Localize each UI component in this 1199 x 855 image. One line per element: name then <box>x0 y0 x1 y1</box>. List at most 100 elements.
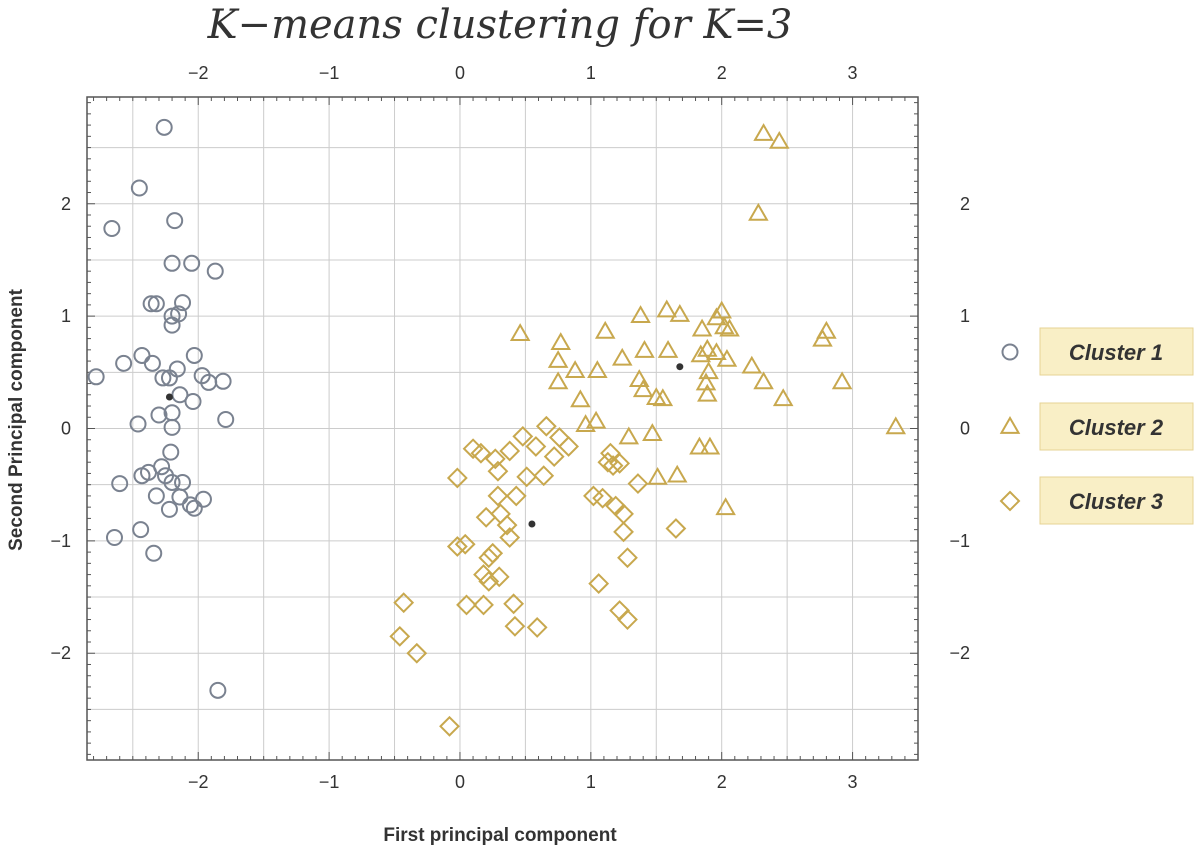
cluster-1-point <box>160 369 178 387</box>
cluster-3-point <box>512 425 534 447</box>
cluster-1-point <box>105 529 123 547</box>
cluster-2-point <box>716 348 738 367</box>
cluster-1-point <box>147 295 165 313</box>
cluster-1-point <box>154 369 172 387</box>
x-tick-label-top: 3 <box>848 63 858 83</box>
cluster-2-point <box>550 332 572 350</box>
cluster-3-point <box>549 427 570 448</box>
cluster-1-point <box>163 316 181 334</box>
x-tick-label-top: 1 <box>586 63 596 83</box>
cluster-3-point <box>406 642 428 664</box>
cluster-3-point <box>588 573 610 594</box>
cluster-3-point <box>583 485 604 507</box>
cluster-3-point <box>499 440 521 462</box>
cluster-3-point <box>526 616 548 638</box>
legend-marker-cluster-3 <box>999 490 1021 512</box>
cluster-3-point <box>617 547 638 569</box>
cluster-1-point <box>160 500 178 518</box>
cluster-3-point <box>609 452 631 474</box>
legend-label-box <box>1039 402 1194 451</box>
x-tick-label-top: 2 <box>717 63 727 83</box>
x-tick-label-bottom: 2 <box>717 772 727 792</box>
y-tick-label-right: 0 <box>960 419 970 439</box>
cluster-1-point <box>150 406 168 424</box>
cluster-1-point <box>181 496 199 514</box>
cluster-2-point <box>642 423 663 441</box>
cluster-3-point <box>487 460 509 482</box>
cluster-3-point <box>446 536 468 557</box>
y-tick-label-left: −1 <box>50 531 71 551</box>
cluster-3-point <box>516 466 538 488</box>
cluster-2-point <box>666 464 688 483</box>
cluster-1-point <box>168 360 186 378</box>
cluster-2-point <box>509 323 531 341</box>
cluster-3-point <box>613 521 634 543</box>
centroid-point <box>676 363 684 371</box>
cluster-2-point <box>698 361 719 380</box>
cluster-3-point <box>389 625 411 647</box>
cluster-2-point <box>547 350 569 368</box>
y-tick-label-left: 2 <box>61 194 71 214</box>
cluster-1-point <box>145 544 163 562</box>
x-tick-label-bottom: 1 <box>586 772 596 792</box>
cluster-2-point <box>691 318 713 337</box>
cluster-3-point <box>473 594 494 616</box>
cluster-2-point <box>753 123 774 141</box>
cluster-2-point <box>812 328 833 347</box>
cluster-3-point <box>627 473 649 494</box>
cluster-2-point <box>652 388 674 407</box>
cluster-3-point <box>487 485 509 507</box>
cluster-3-point <box>617 609 638 630</box>
cluster-3-point <box>503 593 525 615</box>
cluster-2-point <box>772 388 794 407</box>
cluster-1-point <box>142 295 160 313</box>
cluster-2-point <box>831 371 853 390</box>
y-axis-label: Second Principal component <box>6 288 27 550</box>
cluster-2-point <box>714 316 735 335</box>
cluster-2-point <box>645 387 667 406</box>
cluster-3-point <box>535 415 557 437</box>
cluster-3-point <box>454 533 476 555</box>
cluster-2-point <box>630 305 651 323</box>
x-axis-label: First principal component <box>383 825 617 846</box>
cluster-3-point <box>490 503 511 525</box>
cluster-2-point <box>656 299 678 318</box>
cluster-2-point <box>611 347 633 366</box>
cluster-1-point <box>133 467 151 485</box>
legend-marker-cluster-2 <box>999 415 1021 434</box>
cluster-2-point <box>753 371 774 390</box>
cluster-3-point <box>525 436 547 457</box>
x-tick-label-bottom: −1 <box>319 772 340 792</box>
cluster-3-point <box>488 566 510 588</box>
y-tick-label-right: 1 <box>960 306 970 326</box>
cluster-2-point <box>689 436 710 455</box>
cluster-1-point <box>174 473 192 491</box>
cluster-1-point <box>163 473 181 491</box>
cluster-1-point <box>217 411 235 429</box>
cluster-1-point <box>143 354 161 372</box>
cluster-3-point <box>446 467 468 489</box>
cluster-2-point <box>748 202 769 221</box>
cluster-2-point <box>618 426 640 445</box>
legend-label-cluster-3: Cluster 3 <box>1069 489 1163 514</box>
cluster-2-point <box>547 371 569 390</box>
cluster-1-point <box>166 212 184 230</box>
cluster-1-point <box>174 294 192 312</box>
cluster-2-point <box>647 466 668 485</box>
cluster-3-point <box>499 527 521 548</box>
legend-label-box <box>1039 476 1194 525</box>
cluster-3-point <box>456 594 477 616</box>
cluster-2-point <box>570 389 591 408</box>
legend-label-cluster-2: Cluster 2 <box>1069 415 1164 440</box>
legend: Cluster 1 Cluster 2 Cluster 3 <box>999 327 1194 525</box>
cluster-2-point <box>632 379 654 398</box>
centroid-point <box>165 393 173 401</box>
cluster-1-point <box>209 681 227 699</box>
y-tick-label-right: −1 <box>949 531 970 551</box>
cluster-1-point <box>163 254 181 272</box>
cluster-2-point <box>575 414 596 432</box>
y-tick-label-left: 0 <box>61 419 71 439</box>
cluster-1-point <box>133 346 151 364</box>
cluster-1-point <box>185 346 203 364</box>
